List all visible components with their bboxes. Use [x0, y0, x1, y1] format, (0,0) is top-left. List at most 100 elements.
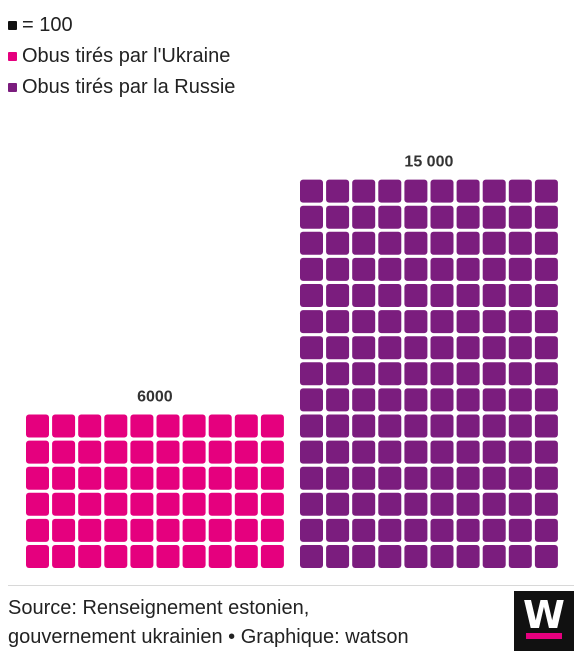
waffle-cell	[482, 205, 506, 229]
waffle-cell	[378, 414, 402, 438]
waffle-cell	[378, 518, 402, 542]
waffle-cell	[208, 545, 232, 568]
waffle-cell	[26, 440, 49, 464]
waffle-cell	[508, 257, 532, 281]
waffle-cell	[378, 310, 402, 334]
waffle-cell	[534, 466, 558, 490]
waffle-cell	[534, 179, 558, 203]
waffle-cell	[456, 518, 480, 542]
waffle-cell	[182, 545, 206, 568]
waffle-cell	[234, 466, 258, 490]
watson-logo: W	[514, 591, 574, 651]
waffle-cell	[456, 179, 480, 203]
waffle-cell	[534, 362, 558, 386]
waffle-cell	[326, 388, 350, 412]
waffle-cell	[26, 492, 49, 516]
waffle-cell	[534, 284, 558, 307]
waffle-cell	[78, 466, 102, 490]
legend-item-russia: Obus tirés par la Russie	[8, 72, 235, 103]
waffle-cell	[534, 492, 558, 516]
waffle-cell	[352, 179, 376, 203]
waffle-cell	[378, 388, 402, 412]
waffle-cell	[482, 231, 506, 255]
waffle-cell	[182, 466, 206, 490]
waffle-cell	[508, 518, 532, 542]
waffle-cell	[378, 545, 402, 568]
waffle-cell	[482, 336, 506, 360]
waffle-block-ukraine	[26, 414, 284, 568]
waffle-cell	[534, 231, 558, 255]
waffle-cell	[326, 362, 350, 386]
waffle-cell	[182, 440, 206, 464]
waffle-cell	[352, 336, 376, 360]
legend-label-russia: Obus tirés par la Russie	[22, 76, 236, 98]
waffle-cell	[326, 310, 350, 334]
russia-square-icon	[8, 83, 17, 92]
waffle-cell	[482, 466, 506, 490]
waffle-cell	[508, 466, 532, 490]
waffle-cell	[300, 518, 323, 542]
waffle-cell	[130, 492, 154, 516]
waffle-cell	[430, 388, 454, 412]
waffle-cell	[508, 362, 532, 386]
waffle-cell	[456, 362, 480, 386]
waffle-cell	[300, 336, 323, 360]
waffle-cell	[352, 440, 376, 464]
waffle-cell	[104, 518, 128, 542]
waffle-cell	[130, 440, 154, 464]
waffle-cell	[482, 284, 506, 307]
legend-item-ukraine: Obus tirés par l'Ukraine	[8, 41, 235, 72]
waffle-cell	[456, 336, 480, 360]
waffle-cell	[404, 414, 428, 438]
waffle-cell	[404, 492, 428, 516]
waffle-cell	[52, 545, 76, 568]
waffle-cell	[534, 257, 558, 281]
waffle-cell	[430, 518, 454, 542]
waffle-cell	[508, 231, 532, 255]
waffle-cell	[326, 492, 350, 516]
waffle-cell	[404, 179, 428, 203]
waffle-cell	[156, 492, 180, 516]
waffle-cell	[260, 545, 284, 568]
waffle-cell	[378, 362, 402, 386]
data-label-ukraine: 6000	[137, 389, 173, 406]
waffle-cell	[456, 205, 480, 229]
footer-divider	[8, 585, 574, 586]
waffle-cell	[78, 440, 102, 464]
waffle-cell	[534, 414, 558, 438]
waffle-cell	[326, 179, 350, 203]
waffle-cell	[430, 205, 454, 229]
waffle-cell	[78, 414, 102, 438]
waffle-cell	[326, 205, 350, 229]
waffle-cell	[430, 492, 454, 516]
waffle-cell	[404, 231, 428, 255]
waffle-cell	[156, 466, 180, 490]
waffle-cell	[182, 492, 206, 516]
waffle-cell	[378, 492, 402, 516]
waffle-cell	[208, 414, 232, 438]
waffle-cell	[456, 440, 480, 464]
waffle-cell	[260, 492, 284, 516]
waffle-cell	[208, 466, 232, 490]
waffle-cell	[430, 336, 454, 360]
waffle-cell	[300, 492, 323, 516]
waffle-cell	[352, 492, 376, 516]
waffle-cell	[352, 466, 376, 490]
waffle-cell	[404, 362, 428, 386]
waffle-cell	[130, 545, 154, 568]
waffle-cell	[534, 205, 558, 229]
waffle-cell	[352, 545, 376, 568]
waffle-cell	[378, 284, 402, 307]
waffle-cell	[52, 518, 76, 542]
waffle-cell	[208, 518, 232, 542]
waffle-cell	[260, 466, 284, 490]
waffle-cell	[534, 336, 558, 360]
waffle-cell	[430, 231, 454, 255]
waffle-cell	[456, 466, 480, 490]
waffle-cell	[482, 518, 506, 542]
legend-label-ukraine: Obus tirés par l'Ukraine	[22, 45, 231, 67]
waffle-cell	[326, 284, 350, 307]
waffle-cell	[430, 284, 454, 307]
waffle-cell	[26, 545, 49, 568]
waffle-cell	[260, 518, 284, 542]
